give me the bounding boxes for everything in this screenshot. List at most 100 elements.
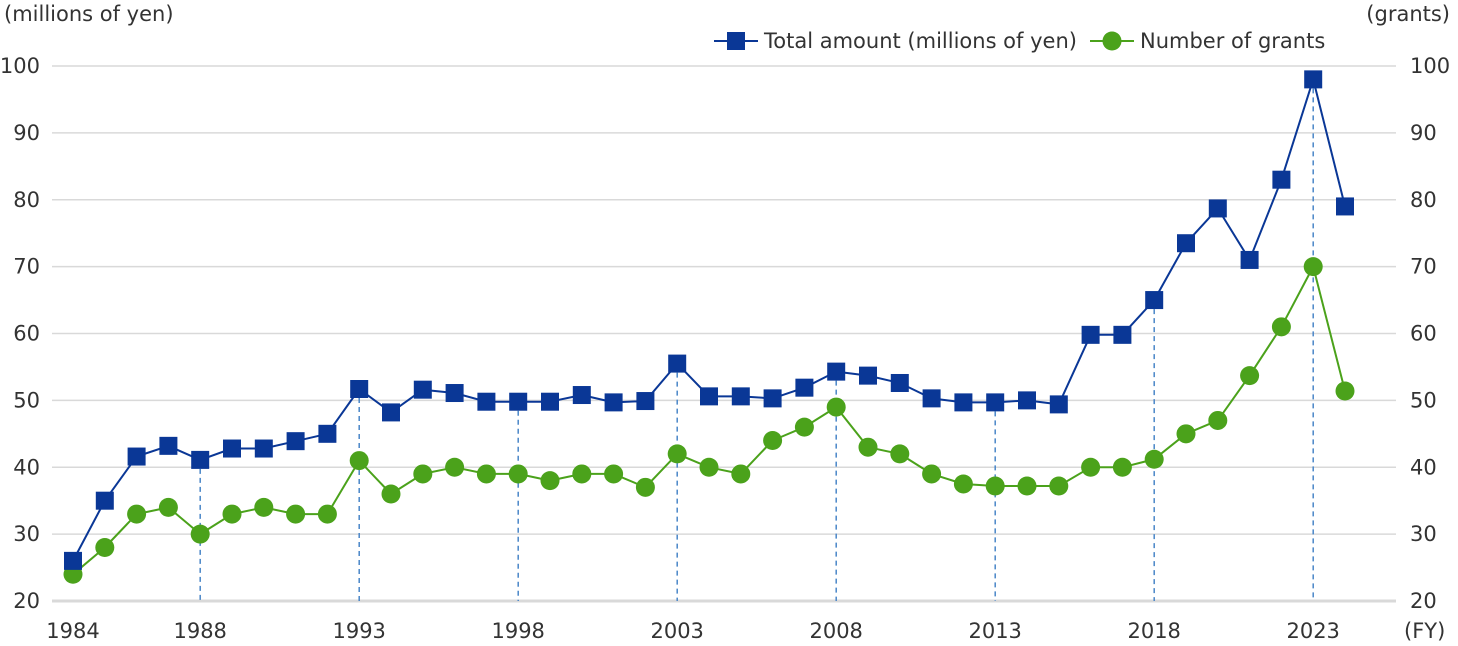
left-axis-title: (millions of yen) xyxy=(4,2,174,26)
data-point-total-amount xyxy=(1081,325,1100,344)
data-point-number-of-grants xyxy=(1017,476,1037,496)
data-point-total-amount xyxy=(127,447,146,466)
y-tick-label-left: 60 xyxy=(13,322,40,346)
data-point-number-of-grants xyxy=(190,524,210,544)
data-point-number-of-grants xyxy=(953,474,973,494)
data-point-total-amount xyxy=(954,393,973,412)
x-tick-label: 1993 xyxy=(332,619,385,643)
data-point-number-of-grants xyxy=(158,497,178,517)
y-tick-label-left: 20 xyxy=(13,589,40,613)
data-point-total-amount xyxy=(827,362,846,381)
data-point-number-of-grants xyxy=(1049,476,1069,496)
data-point-number-of-grants xyxy=(731,464,751,484)
data-point-total-amount xyxy=(413,380,432,399)
data-point-total-amount xyxy=(159,436,178,455)
data-point-total-amount xyxy=(191,450,210,469)
data-point-total-amount xyxy=(95,491,114,510)
data-point-total-amount xyxy=(1304,70,1323,89)
x-tick-label: 2013 xyxy=(968,619,1021,643)
data-point-total-amount xyxy=(668,354,687,373)
data-point-total-amount xyxy=(859,366,877,385)
legend-label-total-amount: Total amount (millions of yen) xyxy=(763,29,1077,53)
data-point-total-amount xyxy=(1177,234,1195,253)
data-point-total-amount xyxy=(318,424,337,443)
year-guidelines xyxy=(199,79,1314,601)
legend: Total amount (millions of yen) Number of… xyxy=(714,29,1325,53)
data-point-total-amount xyxy=(254,439,273,458)
axis-labels: 20 20 30 30 40 40 50 50 60 60 70 70 80 80 90 90 100 100 19… xyxy=(0,54,1450,643)
data-point-total-amount xyxy=(986,393,1005,412)
data-point-number-of-grants xyxy=(1208,410,1228,430)
y-tick-label-right: 40 xyxy=(1410,455,1437,479)
data-point-number-of-grants xyxy=(286,504,306,524)
data-point-number-of-grants xyxy=(349,451,369,471)
data-point-total-amount xyxy=(1240,250,1259,269)
gridlines xyxy=(52,65,1396,603)
x-tick-label: 1988 xyxy=(173,619,226,643)
data-point-total-amount xyxy=(1018,391,1036,410)
data-point-number-of-grants xyxy=(604,464,624,484)
data-point-total-amount xyxy=(731,387,750,406)
data-point-number-of-grants xyxy=(699,457,719,477)
data-point-number-of-grants xyxy=(763,431,783,450)
legend-circle-icon xyxy=(1102,31,1122,51)
y-tick-label-left: 30 xyxy=(13,522,40,546)
data-point-total-amount xyxy=(1049,395,1068,414)
y-tick-label-right: 50 xyxy=(1410,388,1437,412)
data-point-total-amount xyxy=(350,380,369,399)
data-point-total-amount xyxy=(700,387,718,406)
data-point-number-of-grants xyxy=(95,538,115,557)
data-point-total-amount xyxy=(922,389,941,408)
data-point-total-amount xyxy=(636,392,655,411)
y-tick-label-left: 40 xyxy=(13,455,40,479)
data-point-number-of-grants xyxy=(254,497,274,517)
data-point-total-amount xyxy=(541,392,559,411)
data-point-total-amount xyxy=(604,393,623,412)
data-point-number-of-grants xyxy=(1112,457,1132,477)
data-point-number-of-grants xyxy=(1271,317,1291,337)
data-point-total-amount xyxy=(223,439,241,458)
x-tick-label: 1984 xyxy=(46,619,99,643)
data-point-number-of-grants xyxy=(508,464,528,484)
y-tick-label-right: 90 xyxy=(1410,121,1437,145)
y-tick-label-left: 90 xyxy=(13,121,40,145)
data-point-number-of-grants xyxy=(985,476,1005,496)
data-point-number-of-grants xyxy=(222,504,242,524)
data-point-total-amount xyxy=(1272,170,1291,189)
data-point-number-of-grants xyxy=(445,457,465,477)
data-point-number-of-grants xyxy=(1144,449,1164,469)
data-point-number-of-grants xyxy=(1081,457,1101,477)
x-tick-label: 2018 xyxy=(1127,619,1180,643)
y-tick-label-left: 50 xyxy=(13,388,40,412)
y-tick-label-right: 70 xyxy=(1410,255,1437,279)
data-point-number-of-grants xyxy=(317,504,337,524)
data-point-total-amount xyxy=(890,373,909,392)
data-point-total-amount xyxy=(763,389,782,408)
y-tick-label-left: 80 xyxy=(13,188,40,212)
y-tick-label-left: 70 xyxy=(13,255,40,279)
data-point-number-of-grants xyxy=(826,397,846,417)
data-point-number-of-grants xyxy=(667,444,687,464)
data-point-number-of-grants xyxy=(794,417,814,437)
data-point-number-of-grants xyxy=(540,471,560,491)
data-point-total-amount xyxy=(1113,325,1132,344)
data-point-number-of-grants xyxy=(476,464,496,484)
data-point-number-of-grants xyxy=(572,464,592,484)
data-point-total-amount xyxy=(1336,197,1354,216)
x-tick-label: 2023 xyxy=(1286,619,1339,643)
x-tick-label: 2008 xyxy=(809,619,862,643)
legend-square-icon xyxy=(727,32,745,50)
data-point-number-of-grants xyxy=(1240,366,1260,386)
y-tick-label-right: 60 xyxy=(1410,322,1437,346)
y-tick-label-right: 100 xyxy=(1410,54,1450,78)
x-tick-label: 1998 xyxy=(491,619,544,643)
data-point-number-of-grants xyxy=(1176,424,1196,444)
data-point-total-amount xyxy=(1145,291,1164,310)
data-point-total-amount xyxy=(509,392,528,411)
data-point-number-of-grants xyxy=(127,504,147,524)
data-point-total-amount xyxy=(382,403,400,422)
x-tick-label: 2003 xyxy=(650,619,703,643)
data-point-total-amount xyxy=(572,386,591,405)
data-point-total-amount xyxy=(795,378,814,397)
